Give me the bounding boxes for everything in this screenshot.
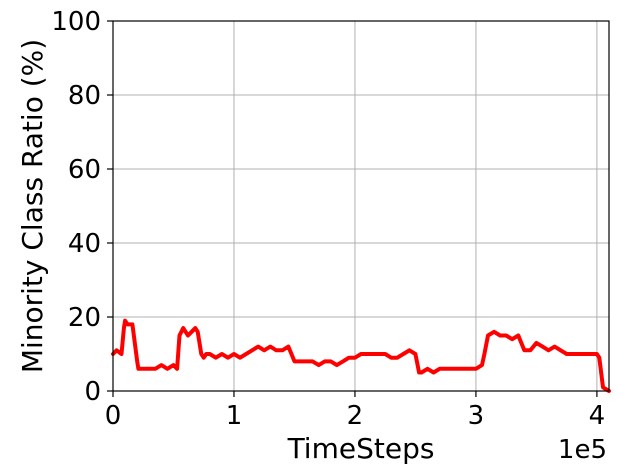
x-tick-label: 3 bbox=[468, 401, 485, 431]
series-line bbox=[111, 318, 611, 393]
x-tick-label: 0 bbox=[105, 401, 122, 431]
x-axis-ticks: 0 1 2 3 4 bbox=[105, 391, 605, 431]
x-axis-offset-label: 1e5 bbox=[558, 435, 607, 465]
y-tick-label: 40 bbox=[68, 229, 101, 259]
x-tick-label: 2 bbox=[347, 401, 364, 431]
plot-frame bbox=[112, 20, 610, 392]
x-tick-label: 1 bbox=[226, 401, 243, 431]
y-tick-label: 20 bbox=[68, 303, 101, 333]
series-layer bbox=[111, 318, 611, 393]
y-tick-label: 80 bbox=[68, 81, 101, 111]
x-axis-label: TimeSteps bbox=[287, 432, 435, 465]
x-tick-label: 4 bbox=[589, 401, 606, 431]
y-tick-label: 0 bbox=[84, 377, 101, 407]
y-tick-label: 60 bbox=[68, 155, 101, 185]
y-axis-label: Minority Class Ratio (%) bbox=[16, 39, 49, 373]
y-axis-ticks: 0 20 40 60 80 100 bbox=[51, 7, 113, 407]
y-tick-label: 100 bbox=[51, 7, 101, 37]
